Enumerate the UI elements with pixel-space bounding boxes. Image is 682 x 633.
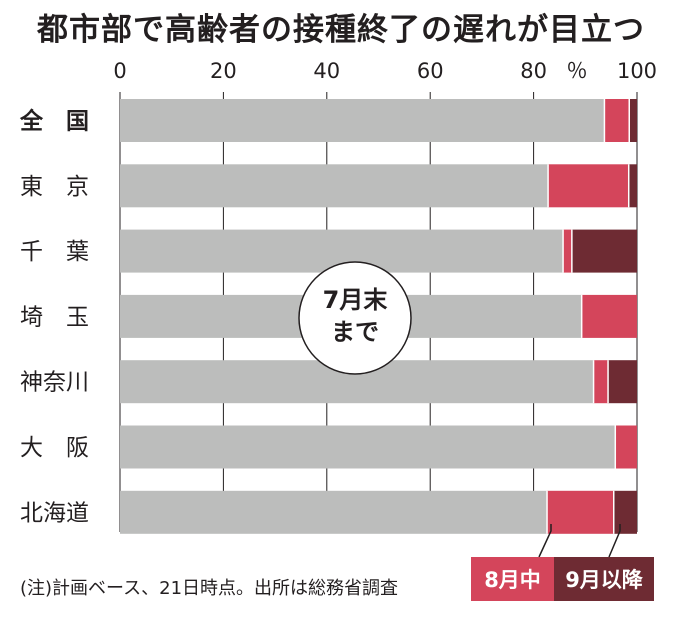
bar-segment — [120, 490, 548, 534]
bar-segment — [613, 490, 637, 534]
annotation-july-bubble: 7月末 まで — [298, 261, 412, 375]
legend-leader-lines — [538, 524, 621, 558]
tick-label: 100 — [617, 59, 657, 83]
bar-segment — [120, 425, 616, 469]
bar-segment — [604, 99, 630, 142]
annotation-line-2: まで — [331, 318, 379, 346]
bar-segment — [615, 425, 637, 469]
tick-label: 60 — [417, 59, 444, 83]
bar-segment — [628, 164, 637, 208]
category-label: 千 葉 — [20, 239, 89, 265]
tick-label: 80 — [520, 59, 547, 83]
category-label: 神奈川 — [20, 370, 89, 396]
legend-august: 8月中 — [471, 557, 554, 601]
tick-label: 20 — [210, 59, 237, 83]
legend-september: 9月以降 — [554, 557, 654, 601]
bars — [120, 99, 637, 534]
category-label: 埼 玉 — [20, 304, 89, 330]
tick-label: 0 — [113, 59, 126, 83]
annotation-circle — [298, 261, 412, 375]
category-label: 東 京 — [20, 174, 89, 200]
unit-label: ％ — [567, 59, 588, 83]
bar-segment — [571, 229, 637, 273]
tick-label: 40 — [313, 59, 340, 83]
bar-segment — [547, 490, 614, 534]
category-label: 全 国 — [19, 108, 89, 135]
bar-segment — [120, 99, 605, 142]
leader-august — [538, 524, 552, 558]
bar-segment — [548, 164, 629, 208]
chart-title: 都市部で高齢者の接種終了の遅れが目立つ — [37, 12, 645, 48]
footnote: (注)計画ベース、21日時点。出所は総務省調査 — [20, 578, 399, 599]
leader-september — [608, 524, 621, 558]
x-axis-ticks: 0 20 40 60 80 100 — [113, 59, 657, 83]
bar-segment — [629, 99, 637, 142]
category-label: 大 阪 — [20, 435, 89, 461]
annotation-line-1: 7月末 — [323, 286, 389, 314]
category-label: 北海道 — [20, 500, 89, 526]
bar-segment — [563, 229, 572, 273]
bar-segment — [593, 360, 609, 404]
bar-segment — [120, 164, 549, 208]
bar-segment — [581, 294, 637, 338]
bar-segment — [608, 360, 637, 404]
